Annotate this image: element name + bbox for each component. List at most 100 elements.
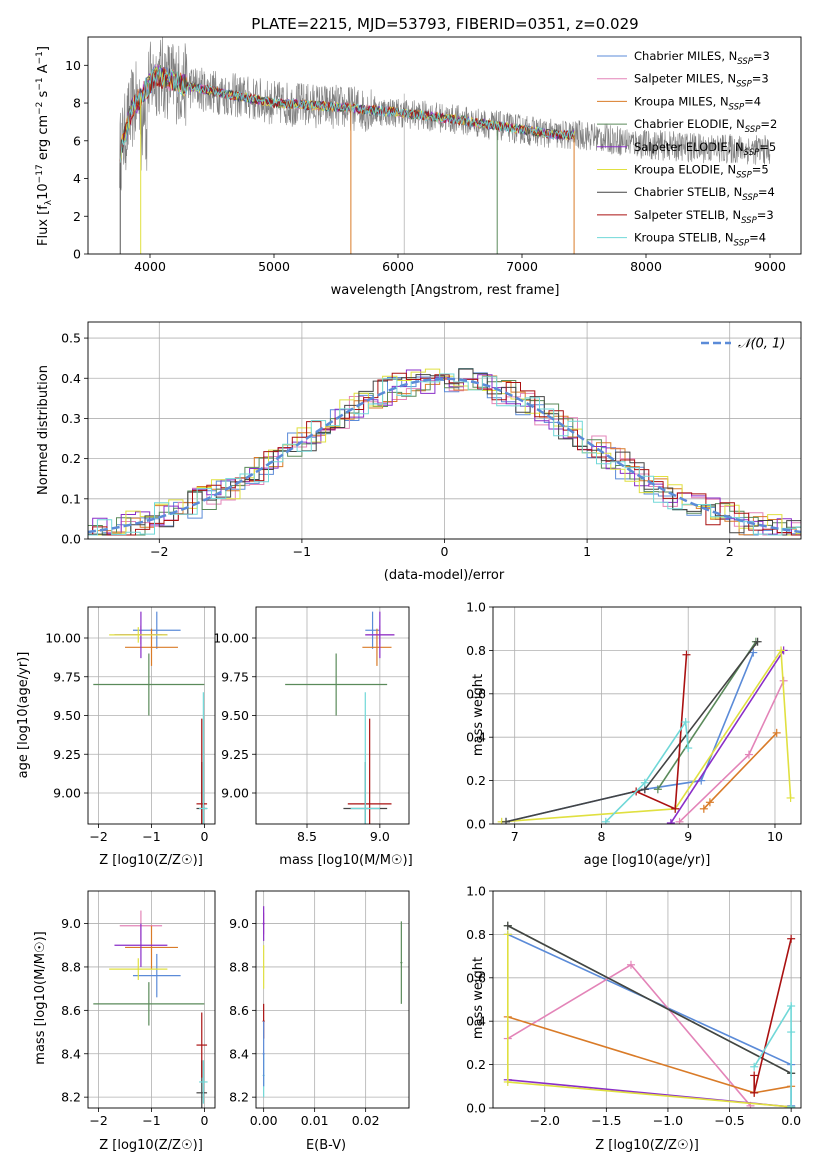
axes-frame: 4000 5000 6000 7000 8000 9000 0 2 4 6 8 10: [65, 36, 802, 274]
legend-name: Chabrier MILES, N: [634, 49, 737, 63]
series-salpeter_elodie: [670, 649, 785, 824]
mw-z-xlabel: Z [log10(Z/Z☉)]: [595, 1138, 699, 1153]
ylabel-part: λ: [44, 199, 54, 205]
series-chabrier_stelib: [507, 924, 792, 1075]
y-tick-label: 8.6: [229, 1003, 249, 1018]
residual-histogram-panel: −2 −1 0 1 2 0.0 0.1 0.2 0.3 0.4 0.5 𝒩(0, 1): [61, 321, 802, 559]
legend-name: Chabrier ELODIE, N: [634, 117, 745, 131]
x-tick-label: −2: [89, 829, 107, 844]
axes-box: [492, 890, 802, 1109]
y-tick-label: 0.4: [466, 730, 486, 745]
x-tick-label: 0.01: [301, 1113, 329, 1128]
mass-vs-z-panel: −2 −1 0 8.2 8.4 8.6 8.8 9.0: [61, 890, 216, 1128]
x-tick-label: 2: [726, 544, 734, 559]
legend-nssp: =3: [752, 72, 769, 86]
legend-name: Kroupa MILES, N: [634, 94, 729, 108]
legend-label-salpeter_miles: Salpeter MILES, NSSP=3: [634, 72, 769, 90]
axes-frame: −2 −1 0 8.2 8.4 8.6 8.8 9.0: [61, 890, 216, 1128]
plot-area: [262, 906, 403, 1098]
y-tick-label: 0.2: [466, 1057, 486, 1072]
y-tick-label: 4: [73, 171, 81, 186]
axes-frame: 8.5 9.0 9.00 9.25 9.50 9.75 10.00: [213, 606, 410, 844]
y-tick-label: 6: [73, 133, 81, 148]
gaussian-curve: [88, 377, 801, 534]
legend-label-kroupa_miles: Kroupa MILES, NSSP=4: [634, 94, 761, 112]
y-tick-label: 2: [73, 209, 81, 224]
grid-lines: [88, 891, 215, 1108]
ylabel-part: ]: [36, 46, 51, 51]
legend-label-salpeter_stelib: Salpeter STELIB, NSSP=3: [634, 208, 774, 226]
axes-frame: −2 −1 0 9.00 9.25 9.50 9.75 10.00: [45, 606, 216, 844]
axes-box: [492, 606, 802, 825]
x-tick-label: 10: [767, 829, 783, 844]
x-tick-label: 9: [684, 829, 692, 844]
y-tick-label: 8.8: [229, 959, 249, 974]
y-tick-label: 10.00: [45, 631, 81, 646]
plot-area: [497, 637, 795, 824]
plot-area: [503, 921, 796, 1108]
ylabel-part: A: [36, 64, 51, 77]
plot-area: [119, 37, 771, 254]
x-tick-label: 4000: [134, 259, 166, 274]
y-tick-label: 8.6: [61, 1003, 81, 1018]
series-chabrier_miles: [507, 933, 792, 1106]
ebv-xlabel: E(B-V): [306, 1138, 346, 1153]
grid-lines: [256, 607, 409, 824]
ylabel-part: −2: [35, 102, 45, 115]
grid-lines: [493, 606, 801, 825]
histogram-ylabel: Normed distribution: [36, 365, 51, 495]
y-tick-label: 9.0: [229, 916, 249, 931]
x-tick-label: −2: [150, 544, 168, 559]
legend-nssp: =5: [752, 163, 769, 177]
y-tick-label: 0.2: [466, 773, 486, 788]
x-tick-label: −1: [142, 829, 160, 844]
legend-nssp: =4: [749, 231, 766, 245]
y-tick-label: 8: [73, 96, 81, 111]
spectrum-panel: 4000 5000 6000 7000 8000 9000 0 2 4 6 8 10 Chabrier …: [65, 36, 802, 274]
histogram-xlabel: (data-model)/error: [384, 568, 505, 583]
x-tick-label: 7000: [506, 259, 538, 274]
x-tick-label: 7: [511, 829, 519, 844]
y-tick-label: 0.4: [61, 371, 81, 386]
axes-box: [87, 36, 802, 255]
legend-nssp: =4: [758, 185, 775, 199]
mass-weight-vs-age-panel: 7 8 9 10 0.0 0.2 0.4 0.6 0.8 1.0: [466, 600, 802, 844]
x-tick-label: 0.0: [781, 1113, 801, 1128]
legend-nssp: =3: [753, 49, 770, 63]
legend-nssp: =4: [744, 94, 761, 108]
legend-subscript: SSP: [734, 239, 750, 249]
series-kroupa_stelib: [753, 1003, 792, 1107]
series-kroupa_miles: [507, 1016, 792, 1094]
ylabel-part: erg cm: [36, 115, 51, 164]
legend-label-kroupa_stelib: Kroupa STELIB, NSSP=4: [634, 231, 766, 249]
axes-frame: 7 8 9 10 0.0 0.2 0.4 0.6 0.8 1.0: [466, 600, 802, 844]
legend-nssp: =3: [757, 208, 774, 222]
x-tick-label: 8.5: [297, 829, 317, 844]
y-tick-label: 0.0: [466, 1101, 486, 1116]
legend-subscript: SSP: [744, 148, 760, 158]
x-tick-label: 8: [597, 829, 605, 844]
x-tick-label: 5000: [258, 259, 290, 274]
plot-area: [93, 910, 208, 1108]
legend-subscript: SSP: [737, 57, 753, 67]
x-tick-label: 0.02: [352, 1113, 380, 1128]
y-tick-label: 0.8: [466, 927, 486, 942]
legend-label-kroupa_elodie: Kroupa ELODIE, NSSP=5: [634, 163, 769, 181]
x-tick-label: 9.0: [370, 829, 390, 844]
y-tick-label: 9.25: [53, 747, 81, 762]
ylabel-part: −1: [35, 51, 45, 64]
x-tick-label: −0.5: [714, 1113, 744, 1128]
y-tick-label: 0.2: [61, 451, 81, 466]
y-tick-label: 10: [65, 58, 81, 73]
legend-subscript: SSP: [742, 193, 758, 203]
plot-area: [88, 368, 801, 536]
axes-box: [255, 890, 410, 1109]
legend-label-chabrier_miles: Chabrier MILES, NSSP=3: [634, 49, 770, 67]
x-tick-label: 9000: [754, 259, 786, 274]
y-tick-label: 1.0: [466, 600, 486, 615]
y-tick-label: 0.3: [61, 411, 81, 426]
plot-area: [93, 611, 208, 824]
legend-subscript: SSP: [736, 171, 752, 181]
x-tick-label: 0.00: [250, 1113, 278, 1128]
